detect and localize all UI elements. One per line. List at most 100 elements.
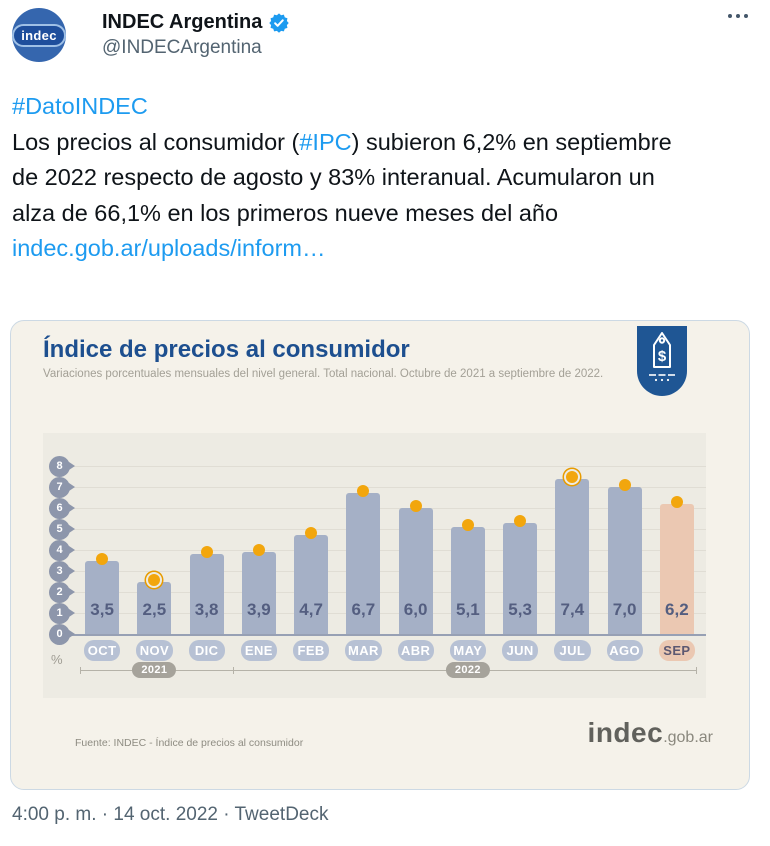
tweet-timestamp[interactable]: 4:00 p. m. · 14 oct. 2022 · TweetDeck (12, 804, 329, 825)
y-axis-unit-label: % (51, 652, 63, 667)
data-point-dot-ago (618, 479, 631, 491)
month-label-sep: SEP (658, 640, 695, 661)
data-point-dot-abr (409, 500, 422, 512)
grid-line (69, 529, 706, 530)
logo-main: indec (587, 717, 664, 748)
bar-column-dic: 3,8 (181, 433, 233, 634)
data-point-dot-nov (148, 573, 161, 586)
bar-abr (398, 508, 433, 634)
timeline-line (80, 670, 697, 671)
tweet-url-link[interactable]: indec.gob.ar/uploads/inform… (12, 235, 326, 261)
grid-line (69, 508, 706, 509)
timeline-tick (232, 667, 234, 674)
author-handle[interactable]: @INDECArgentina (102, 37, 262, 58)
data-point-dot-ene (252, 544, 265, 557)
month-label-abr: ABR (397, 640, 434, 661)
month-label-oct: OCT (84, 640, 121, 661)
data-point-dot-sep (670, 495, 683, 508)
bar-column-oct: 3,5 (76, 433, 128, 634)
svg-text:$: $ (658, 348, 667, 365)
bar-series: 3,5 2,5 3,8 3,9 4,7 6,7 6,0 5,1 5,3 7,4 7,0 6,2 (76, 433, 703, 634)
chart-source-note: Fuente: INDEC - Índice de precios al con… (75, 737, 304, 749)
data-point-dot-jul (566, 470, 579, 483)
month-label-may: MAY (449, 640, 486, 661)
bar-column-sep: 6,2 (651, 433, 703, 634)
tweet-text-segment: ) subieron 6,2% en septiembre de 2022 re… (12, 128, 672, 226)
indec-gobar-logo: indec .gob.ar (588, 717, 713, 749)
timeline-tick (696, 667, 697, 674)
bar-mar (346, 493, 381, 634)
bar-value-ene: 3,9 (247, 600, 271, 619)
bar-column-mar: 6,7 (337, 433, 389, 634)
bar-nov (137, 581, 172, 634)
y-axis-tick-7: 7 (49, 476, 75, 498)
y-axis-tick-4: 4 (49, 539, 75, 561)
bar-value-abr: 6,0 (403, 600, 428, 619)
logo-suffix: .gob.ar (663, 729, 713, 746)
grid-line (69, 466, 706, 467)
bar-oct (85, 560, 120, 634)
avatar[interactable]: indec (12, 8, 66, 62)
y-axis-tick-8: 8 (49, 455, 75, 477)
chart-title: Índice de precios al consumidor (43, 336, 410, 363)
more-menu-icon[interactable] (728, 14, 748, 18)
bar-column-nov: 2,5 (128, 433, 180, 634)
bar-dic (189, 554, 224, 634)
bar-sep (659, 503, 694, 634)
tweet-text: #DatoINDEC Los precios al consumidor (#IP… (12, 89, 692, 267)
month-label-feb: FEB (293, 640, 330, 661)
y-axis-tick-3: 3 (49, 560, 75, 582)
y-axis-tick-0: 0 (49, 623, 75, 645)
x-axis-month-labels: OCT NOV DIC ENE FEB MAR ABR MAY JUN JUL AGO SEP (76, 640, 703, 661)
month-label-jun: JUN (502, 640, 539, 661)
bar-column-jul: 7,4 (546, 433, 598, 634)
month-label-jul: JUL (554, 640, 591, 661)
chart-media-card[interactable]: Índice de precios al consumidor Variacio… (10, 320, 750, 790)
month-label-dic: DIC (188, 640, 225, 661)
bar-jun (503, 522, 538, 634)
month-label-ago: AGO (606, 640, 643, 661)
timeline-tick (80, 667, 81, 674)
bar-feb (294, 535, 329, 634)
bar-column-jun: 5,3 (494, 433, 546, 634)
data-point-dot-dic (200, 546, 213, 559)
author-name[interactable]: INDEC Argentina (102, 11, 263, 33)
y-axis-tick-5: 5 (49, 518, 75, 540)
year-label-2021: 2021 (132, 662, 177, 678)
bar-ago (607, 487, 642, 634)
verified-badge-icon (268, 12, 290, 34)
bar-value-feb: 4,7 (299, 600, 323, 619)
bar-column-feb: 4,7 (285, 433, 337, 634)
bar-value-ago: 7,0 (612, 600, 637, 619)
data-point-dot-feb (305, 527, 318, 540)
price-tag-icon: $ (637, 326, 687, 396)
year-label-2022: 2022 (445, 662, 490, 678)
bar-value-jun: 5,3 (508, 600, 532, 619)
bar-value-jul: 7,4 (560, 600, 585, 619)
x-axis-line (69, 634, 706, 636)
bar-value-may: 5,1 (456, 600, 480, 619)
year-timeline: 2021 2022 (76, 661, 703, 681)
grid-line (69, 571, 706, 572)
y-axis-tick-2: 2 (49, 581, 75, 603)
avatar-indec-logo: indec (12, 23, 66, 47)
data-point-dot-oct (96, 552, 109, 565)
data-point-dot-may (461, 518, 474, 531)
hashtag-ipc[interactable]: #IPC (299, 128, 352, 155)
bar-column-ago: 7,0 (599, 433, 651, 634)
hashtag-datoindec[interactable]: #DatoINDEC (12, 93, 148, 119)
data-point-dot-mar (357, 485, 370, 498)
bar-ene (241, 552, 276, 634)
data-point-dot-jun (514, 514, 527, 527)
bar-value-dic: 3,8 (194, 600, 219, 619)
grid-line (69, 487, 706, 488)
y-axis-tick-6: 6 (49, 497, 75, 519)
bar-column-may: 5,1 (442, 433, 494, 634)
bar-jul (555, 478, 590, 634)
bar-value-sep: 6,2 (665, 600, 689, 619)
y-axis-tick-1: 1 (49, 602, 75, 624)
chart-subtitle: Variaciones porcentuales mensuales del n… (43, 368, 604, 380)
bar-column-abr: 6,0 (390, 433, 442, 634)
